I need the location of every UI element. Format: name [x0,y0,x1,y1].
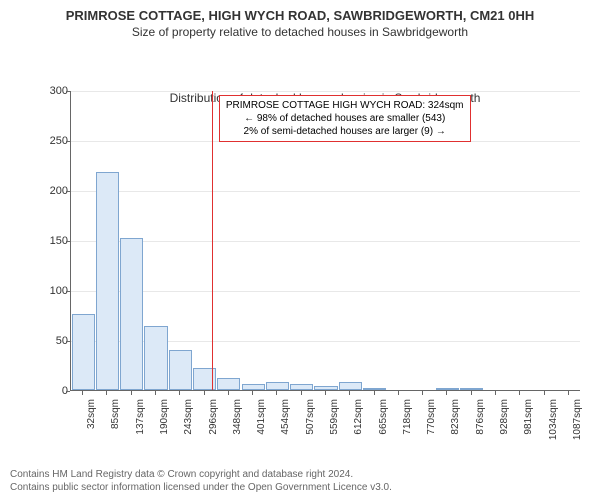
x-tick-mark [106,391,107,395]
x-tick-label: 296sqm [208,399,219,459]
bar [72,314,95,390]
footer: Contains HM Land Registry data © Crown c… [10,468,392,494]
x-tick-label: 770sqm [426,399,437,459]
bar [363,388,386,390]
x-tick-label: 1087sqm [572,399,583,459]
title-main: PRIMROSE COTTAGE, HIGH WYCH ROAD, SAWBRI… [10,8,590,23]
bar [339,382,362,390]
x-tick-label: 85sqm [110,399,121,459]
x-tick-label: 243sqm [183,399,194,459]
x-tick-label: 401sqm [256,399,267,459]
y-tick-label: 50 [30,335,68,347]
x-tick-label: 981sqm [523,399,534,459]
x-tick-mark [495,391,496,395]
annotation: PRIMROSE COTTAGE HIGH WYCH ROAD: 324sqm←… [219,95,471,142]
bar [217,378,240,390]
y-tick-label: 0 [30,385,68,397]
x-tick-label: 348sqm [232,399,243,459]
y-tick-label: 150 [30,235,68,247]
x-tick-mark [179,391,180,395]
bar [266,382,289,390]
annotation-line: 2% of semi-detached houses are larger (9… [226,125,464,138]
x-tick-mark [568,391,569,395]
x-tick-mark [204,391,205,395]
reference-vertical-line [212,91,213,390]
x-tick-mark [131,391,132,395]
x-tick-label: 137sqm [135,399,146,459]
x-tick-mark [82,391,83,395]
x-tick-mark [374,391,375,395]
x-tick-mark [422,391,423,395]
x-tick-label: 507sqm [305,399,316,459]
y-tick-label: 250 [30,135,68,147]
x-tick-mark [519,391,520,395]
bar [120,238,143,390]
bar [96,172,119,390]
x-tick-label: 559sqm [329,399,340,459]
chart-area: Number of detached properties 0501001502… [30,91,590,431]
x-tick-label: 823sqm [450,399,461,459]
plot-region: PRIMROSE COTTAGE HIGH WYCH ROAD: 324sqm←… [70,91,580,391]
x-tick-label: 876sqm [475,399,486,459]
x-tick-label: 928sqm [499,399,510,459]
bar [290,384,313,390]
x-tick-mark [252,391,253,395]
footer-line-1: Contains HM Land Registry data © Crown c… [10,468,392,481]
x-tick-mark [544,391,545,395]
x-tick-label: 190sqm [159,399,170,459]
annotation-line: PRIMROSE COTTAGE HIGH WYCH ROAD: 324sqm [226,99,464,112]
x-tick-label: 665sqm [378,399,389,459]
x-tick-label: 32sqm [86,399,97,459]
bar [242,384,265,390]
title-sub: Size of property relative to detached ho… [10,25,590,39]
x-tick-label: 718sqm [402,399,413,459]
y-tick-label: 100 [30,285,68,297]
x-tick-mark [398,391,399,395]
annotation-line: ← 98% of detached houses are smaller (54… [226,112,464,125]
x-tick-label: 454sqm [280,399,291,459]
bar [144,326,167,390]
bar [460,388,483,390]
x-tick-mark [446,391,447,395]
x-tick-mark [471,391,472,395]
x-tick-mark [349,391,350,395]
x-tick-mark [325,391,326,395]
y-tick-mark [66,391,70,392]
x-tick-mark [228,391,229,395]
bar [169,350,192,390]
x-tick-mark [301,391,302,395]
bar [314,386,337,390]
chart-container: PRIMROSE COTTAGE, HIGH WYCH ROAD, SAWBRI… [0,0,600,500]
y-tick-label: 200 [30,185,68,197]
x-tick-label: 612sqm [353,399,364,459]
x-tick-label: 1034sqm [548,399,559,459]
x-tick-mark [155,391,156,395]
bar [436,388,459,390]
y-tick-label: 300 [30,85,68,97]
x-tick-mark [276,391,277,395]
footer-line-2: Contains public sector information licen… [10,481,392,494]
